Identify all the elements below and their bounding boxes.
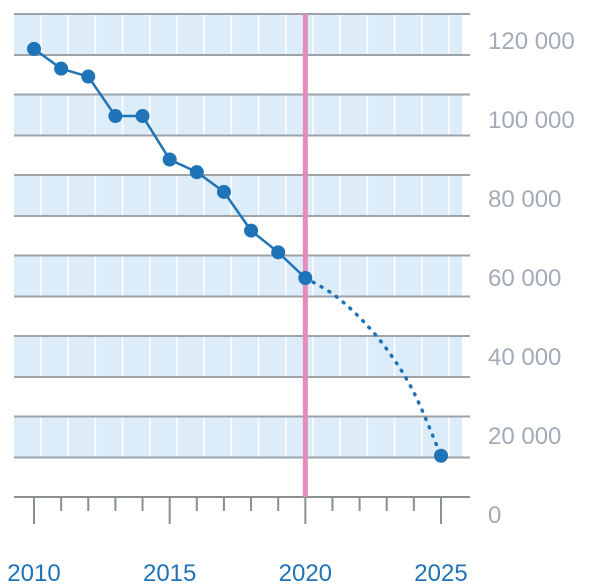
grid-bands — [14, 13, 470, 459]
x-tick-label: 2015 — [143, 560, 196, 585]
grid-band-1 — [14, 94, 462, 136]
y-tick-label: 20 000 — [488, 423, 561, 450]
data-point — [54, 61, 69, 76]
y-tick-labels: 0 20 000 40 000 60 000 80 000 100 000 120 000 — [488, 28, 575, 529]
y-tick-label: 60 000 — [488, 265, 561, 292]
x-tick-label: 2020 — [279, 560, 332, 585]
series-points — [27, 41, 448, 463]
y-tick-label: 0 — [488, 502, 501, 529]
data-point — [244, 223, 259, 238]
grid-band-5 — [14, 416, 462, 458]
x-tick-labels: 2010 2015 2020 2025 — [7, 560, 467, 585]
grid-band-3 — [14, 255, 462, 297]
grid-band-0 — [14, 14, 462, 55]
data-point — [189, 165, 204, 180]
data-point — [108, 109, 123, 124]
data-point — [162, 152, 177, 167]
x-axis — [14, 496, 470, 524]
data-point — [271, 245, 286, 260]
data-point — [135, 109, 150, 124]
projection-line — [303, 276, 443, 458]
projection-end-point — [434, 448, 448, 463]
data-point — [298, 271, 313, 285]
grid-band-4 — [14, 336, 462, 377]
x-tick-label: 2010 — [7, 560, 60, 585]
y-tick-label: 40 000 — [488, 344, 561, 371]
data-point — [216, 184, 231, 199]
grid-band-2 — [14, 175, 462, 216]
data-point — [81, 69, 96, 84]
x-tick-label: 2025 — [414, 560, 467, 585]
data-point — [27, 41, 41, 56]
y-tick-label: 100 000 — [488, 107, 575, 134]
y-tick-label: 80 000 — [488, 186, 561, 213]
y-tick-label: 120 000 — [488, 28, 575, 55]
